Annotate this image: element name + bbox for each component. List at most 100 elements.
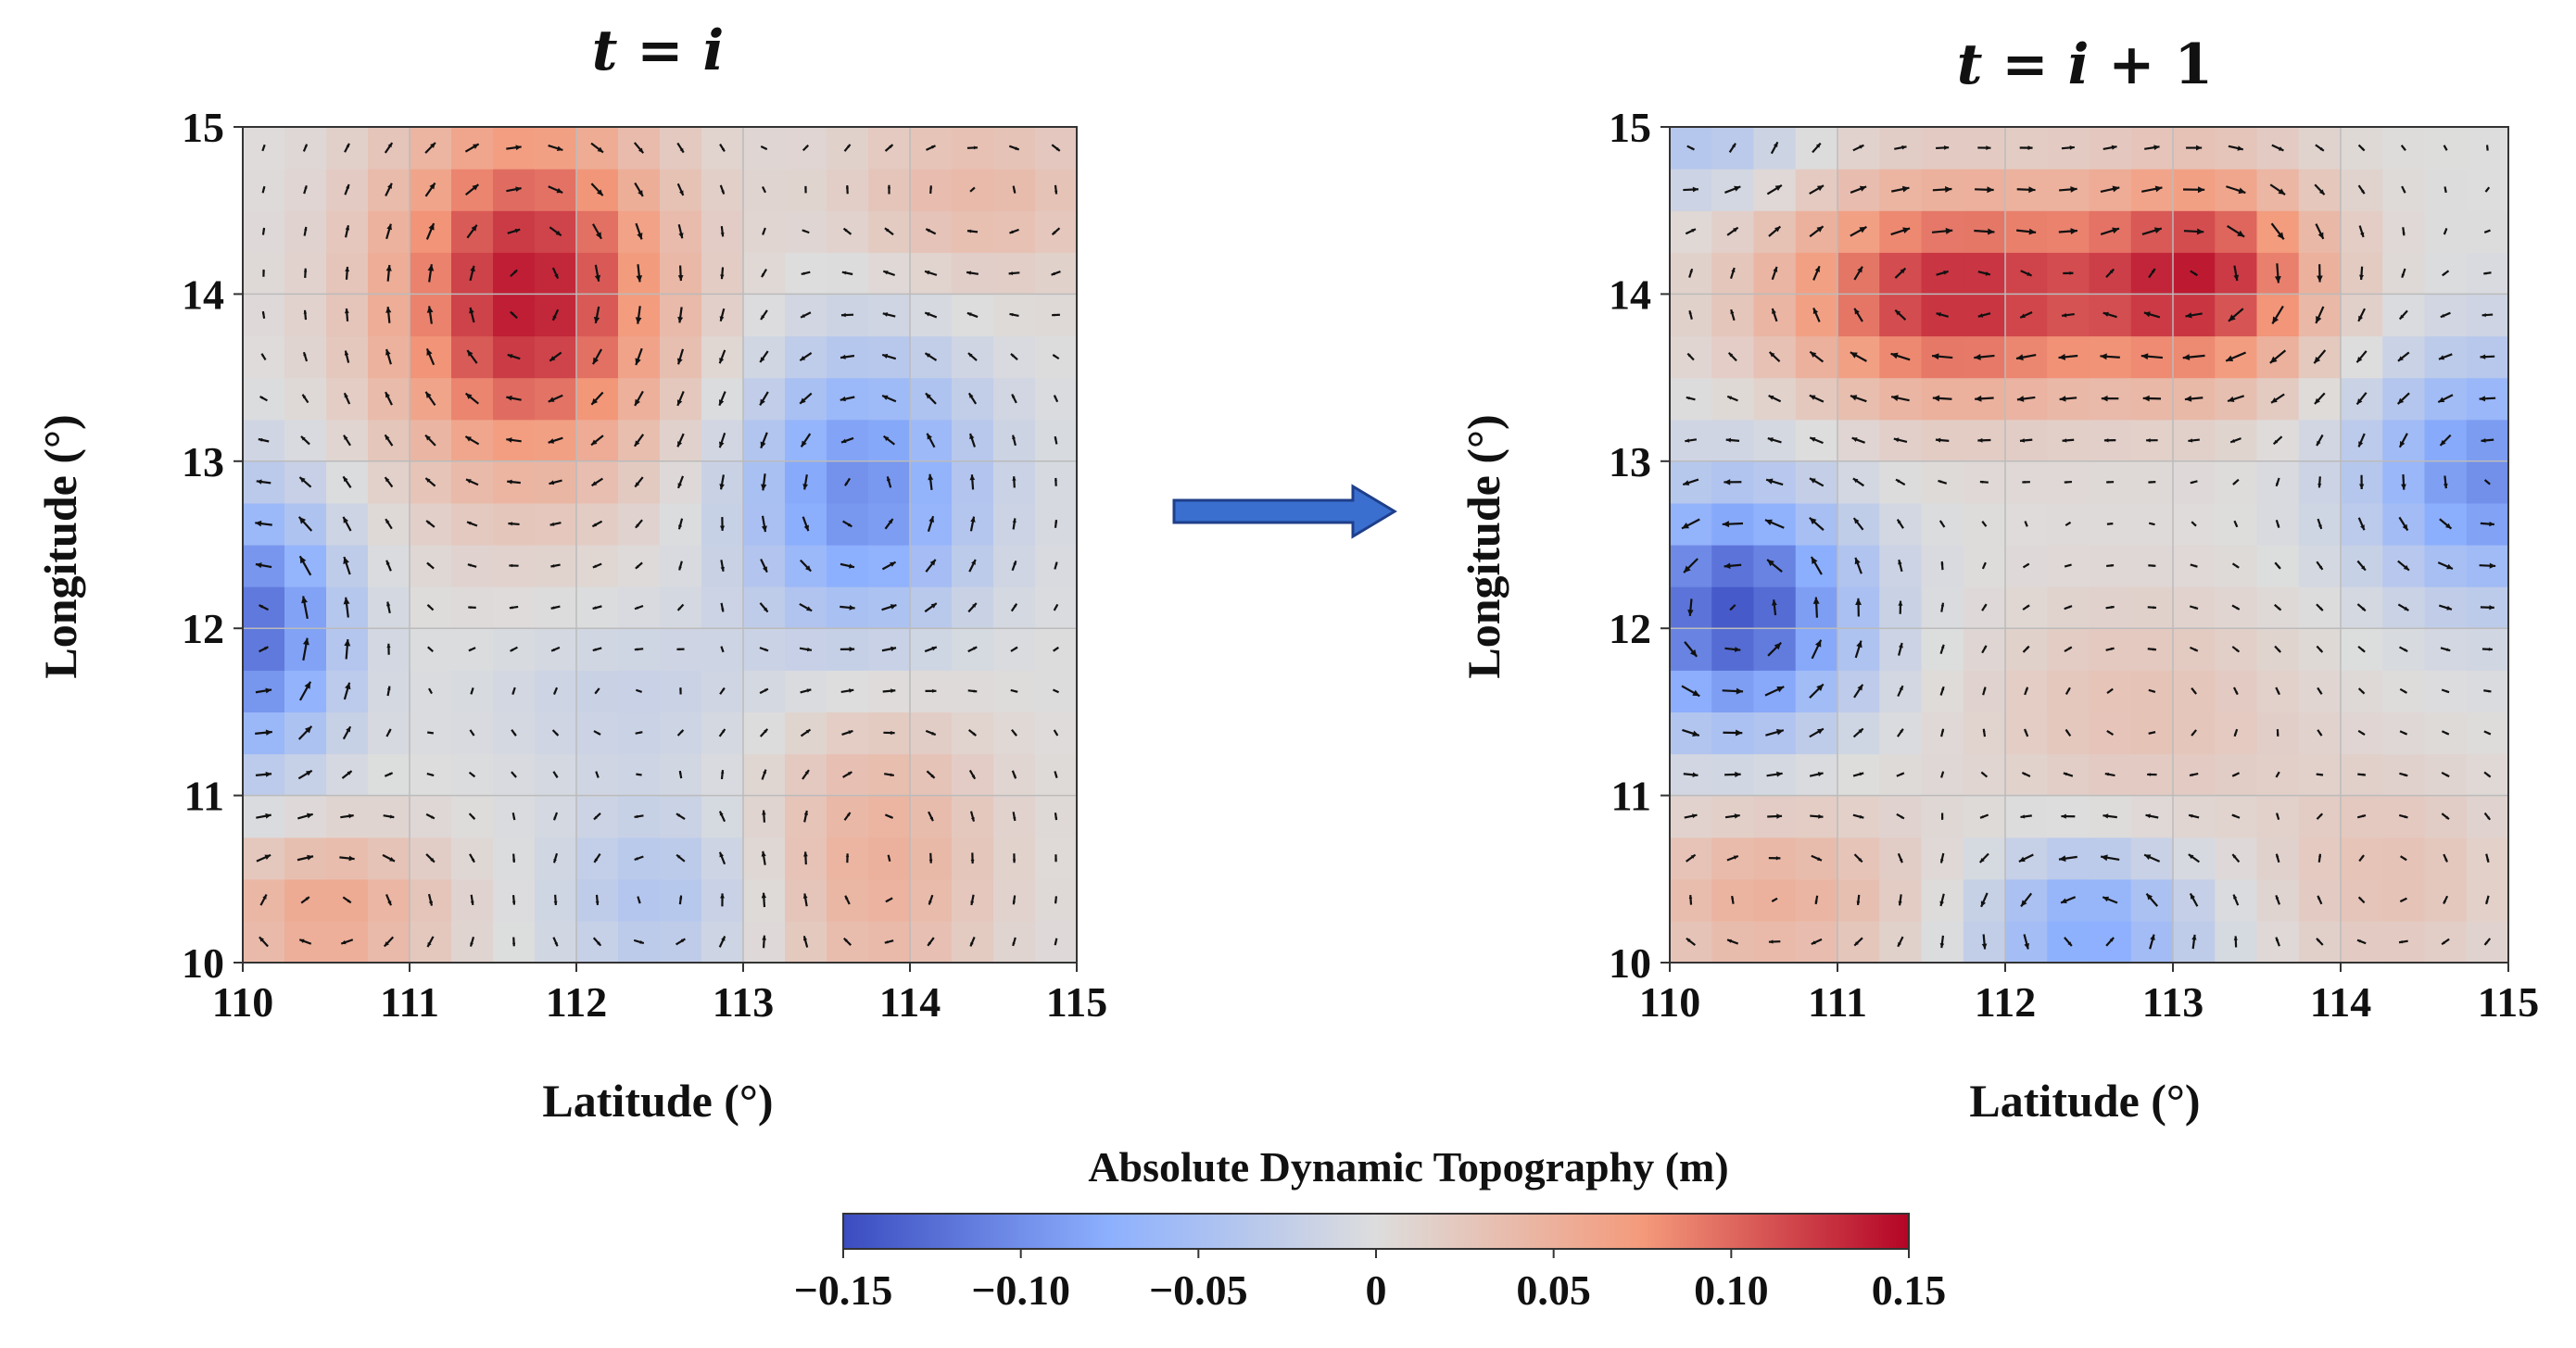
y-tick-label: 15 xyxy=(182,104,224,151)
y-tick-label: 11 xyxy=(184,773,224,820)
velocity-arrow xyxy=(2402,227,2406,236)
velocity-arrow xyxy=(1939,644,1945,655)
velocity-arrow xyxy=(676,648,685,651)
arrow-head xyxy=(2112,185,2120,193)
velocity-arrow xyxy=(1683,186,1698,193)
velocity-arrow xyxy=(2358,474,2365,489)
velocity-arrow xyxy=(1809,772,1824,777)
arrow-head xyxy=(718,441,725,448)
velocity-arrow xyxy=(2061,312,2075,318)
velocity-arrow xyxy=(2443,853,2448,863)
velocity-arrow xyxy=(2440,311,2451,319)
arrow-head xyxy=(595,690,598,694)
velocity-arrow xyxy=(508,522,520,526)
velocity-arrow xyxy=(802,229,810,234)
velocity-arrow xyxy=(426,936,435,948)
velocity-arrow xyxy=(1979,813,1989,819)
arrow-head xyxy=(471,858,474,863)
velocity-arrow xyxy=(1936,270,1949,276)
arrow-head xyxy=(1015,689,1018,693)
velocity-arrow xyxy=(385,307,392,323)
arrow-head xyxy=(428,688,432,691)
velocity-arrow xyxy=(762,935,766,949)
velocity-arrow xyxy=(468,647,476,652)
velocity-arrow xyxy=(676,853,686,863)
arrow-head xyxy=(302,394,307,398)
arrow-head xyxy=(596,775,600,778)
velocity-arrow xyxy=(548,145,563,152)
arrow-head xyxy=(719,358,725,364)
velocity-arrow xyxy=(2064,480,2073,484)
arrow-head xyxy=(720,770,725,774)
arrow-head xyxy=(265,813,271,819)
arrow-head xyxy=(801,440,807,447)
arrow-head xyxy=(1054,477,1057,482)
arrow-head xyxy=(1981,943,1988,950)
velocity-arrow xyxy=(2024,521,2028,527)
colorbar-tick-label: 0.15 xyxy=(1872,1266,1947,1314)
arrow-head xyxy=(550,564,555,568)
velocity-arrow xyxy=(303,268,308,279)
velocity-arrow xyxy=(468,771,476,778)
arrow-head xyxy=(304,185,308,189)
velocity-arrow xyxy=(2141,185,2163,193)
arrow-head xyxy=(2106,481,2110,484)
velocity-arrow xyxy=(2100,227,2120,235)
arrow-head xyxy=(2314,356,2321,364)
velocity-arrow xyxy=(635,561,643,570)
arrow-head xyxy=(427,604,431,608)
arrow-head xyxy=(2401,273,2406,278)
velocity-arrow xyxy=(2147,648,2157,651)
arrow-head xyxy=(1935,437,1941,443)
velocity-arrow xyxy=(2100,185,2120,193)
velocity-arrow xyxy=(593,853,601,863)
velocity-arrow xyxy=(506,395,522,401)
velocity-arrow xyxy=(2316,773,2324,776)
velocity-arrow xyxy=(1850,225,1867,237)
velocity-arrow xyxy=(967,729,978,737)
arrow-head xyxy=(467,521,472,525)
arrow-head xyxy=(1859,814,1864,819)
velocity-arrow xyxy=(552,852,559,863)
arrow-head xyxy=(2028,228,2037,235)
arrow-head xyxy=(1686,397,1690,400)
velocity-arrow xyxy=(298,681,312,701)
arrow-head xyxy=(2445,689,2450,693)
arrow-head xyxy=(2067,687,2070,691)
velocity-arrow xyxy=(2065,687,2071,696)
arrow-head xyxy=(2153,564,2156,568)
velocity-arrow xyxy=(761,850,766,865)
arrow-head xyxy=(761,484,767,491)
arrow-head xyxy=(928,901,932,905)
arrow-head xyxy=(344,309,349,314)
velocity-arrow xyxy=(1765,478,1784,486)
plot-frame xyxy=(242,126,1078,964)
velocity-arrow xyxy=(676,938,686,946)
velocity-arrow xyxy=(2233,728,2239,737)
velocity-arrow xyxy=(676,433,685,447)
arrow-head xyxy=(678,233,684,239)
velocity-arrow xyxy=(1054,520,1058,528)
velocity-arrow xyxy=(676,603,685,611)
velocity-arrow xyxy=(636,773,642,776)
velocity-arrow xyxy=(2021,772,2031,778)
velocity-arrow xyxy=(2274,645,2281,653)
y-tick-label: 14 xyxy=(1609,271,1651,318)
arrow-head xyxy=(389,856,395,862)
arrow-head xyxy=(2231,814,2236,818)
arrow-head xyxy=(343,476,348,483)
velocity-arrow xyxy=(882,435,896,446)
velocity-arrow xyxy=(2443,186,2447,194)
velocity-arrow xyxy=(552,937,559,947)
arrow-head xyxy=(1054,561,1058,565)
velocity-arrows xyxy=(1681,141,2496,950)
velocity-arrow xyxy=(881,646,897,652)
x-tick-label: 111 xyxy=(380,978,439,1026)
arrow-head xyxy=(931,646,937,651)
velocity-arrow xyxy=(2231,604,2241,611)
velocity-arrow xyxy=(720,602,725,612)
arrow-head xyxy=(2151,269,2155,273)
velocity-arrow xyxy=(1768,395,1782,403)
arrow-head xyxy=(679,687,682,690)
